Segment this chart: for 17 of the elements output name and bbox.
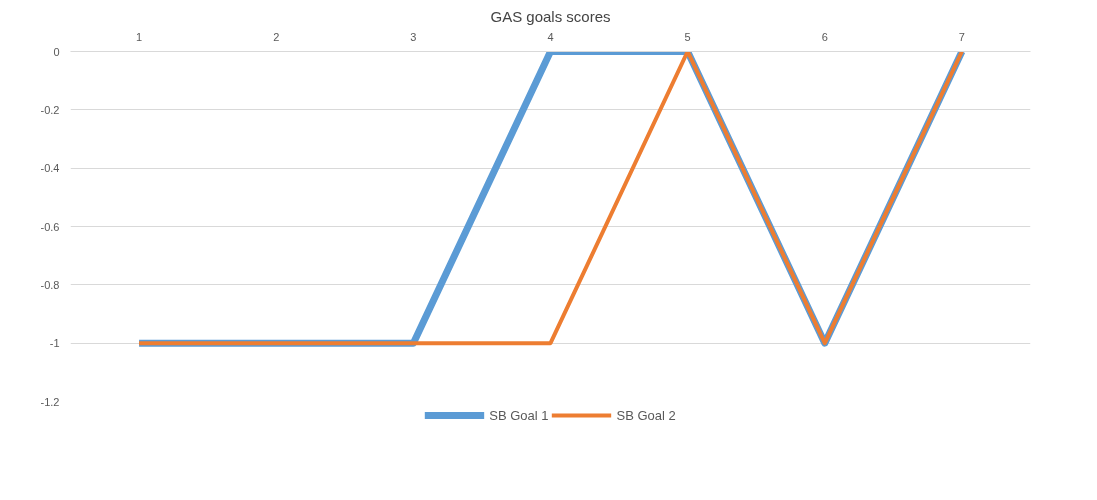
y-tick-label: -1	[49, 337, 60, 350]
x-tick-label: 2	[273, 30, 280, 43]
x-tick-label: 3	[410, 30, 417, 43]
x-tick-label: 7	[958, 30, 965, 43]
y-tick-label: -0.8	[40, 278, 60, 291]
y-tick-label: -0.2	[40, 103, 60, 116]
y-tick-label: -0.4	[40, 162, 60, 175]
x-tick-label: 1	[136, 30, 143, 43]
x-tick-label: 4	[547, 30, 554, 43]
x-tick-label: 6	[821, 30, 828, 43]
y-tick-label: -0.6	[40, 220, 60, 233]
y-tick-label: 0	[53, 45, 60, 58]
x-tick-label: 5	[684, 30, 691, 43]
chart-title: GAS goals scores	[490, 7, 611, 25]
legend-label: SB Goal 1	[489, 407, 549, 423]
legend-label: SB Goal 2	[616, 407, 676, 423]
y-tick-label: -1.2	[40, 395, 60, 408]
